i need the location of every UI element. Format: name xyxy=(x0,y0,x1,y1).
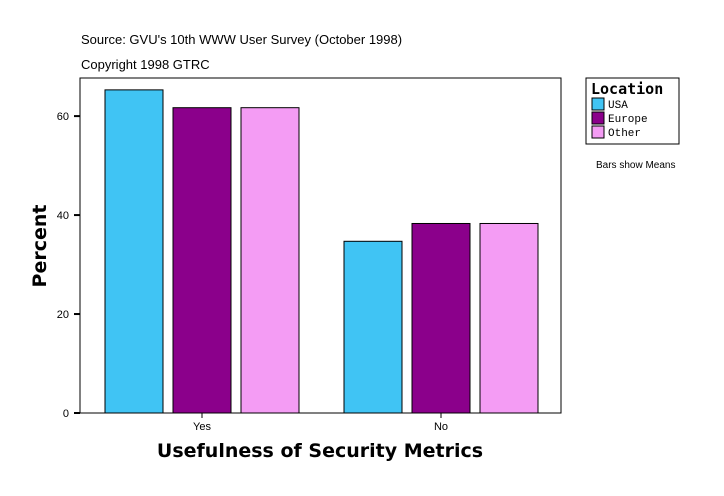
bar-europe-no xyxy=(411,222,471,414)
bars-note: Bars show Means xyxy=(596,160,675,171)
legend-title: Location xyxy=(591,80,663,98)
y-tick-label: 60 xyxy=(57,111,69,123)
bar-europe-yes xyxy=(172,107,232,414)
legend-swatch-usa xyxy=(591,97,605,111)
y-axis-label: Percent xyxy=(29,205,51,288)
y-tick-label: 20 xyxy=(57,309,69,321)
legend-swatch-other xyxy=(591,125,605,139)
y-tick-label: 40 xyxy=(57,210,69,222)
legend-label-other: Other xyxy=(608,128,641,140)
legend-swatch-europe xyxy=(591,111,605,125)
bar-other-yes xyxy=(240,107,300,414)
legend: Location USA Europe Other xyxy=(585,77,680,145)
legend-label-europe: Europe xyxy=(608,114,648,126)
bar-usa-no xyxy=(343,240,403,414)
bar-usa-yes xyxy=(104,89,164,414)
bar-other-no xyxy=(479,222,539,414)
x-tick-label: No xyxy=(434,421,448,433)
chart-subtitle: Copyright 1998 GTRC xyxy=(81,57,210,72)
chart-title: Source: GVU's 10th WWW User Survey (Octo… xyxy=(81,32,402,47)
x-tick-label: Yes xyxy=(193,421,211,433)
legend-label-usa: USA xyxy=(608,100,628,112)
y-tick-label: 0 xyxy=(63,408,69,420)
x-axis-label: Usefulness of Security Metrics xyxy=(157,440,483,462)
